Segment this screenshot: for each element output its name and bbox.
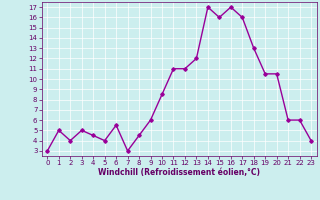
X-axis label: Windchill (Refroidissement éolien,°C): Windchill (Refroidissement éolien,°C) xyxy=(98,168,260,177)
